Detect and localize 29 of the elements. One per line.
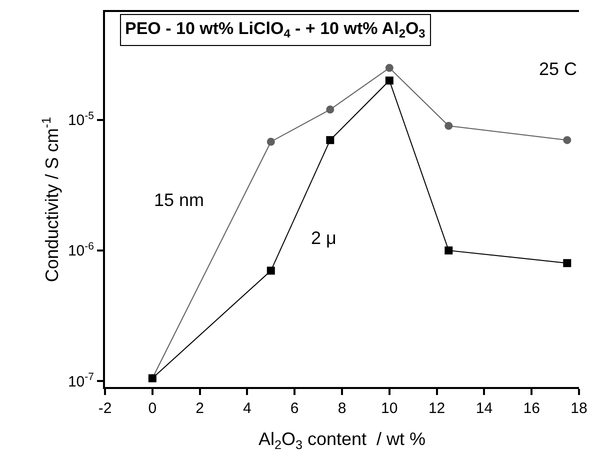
x-tick-label: 14 <box>476 400 493 417</box>
text: PEO - 10 wt% LiClO$_{4}$ - + 10 wt% Al$_{2}$O$_{3}$ <box>125 19 426 41</box>
x-tick-label: 10 <box>381 400 398 417</box>
x-tick-label: 0 <box>148 400 157 417</box>
x-tick-label: 8 <box>338 400 346 417</box>
point <box>266 138 275 146</box>
x-tick-label: 2 <box>196 400 204 417</box>
point <box>385 64 394 72</box>
point <box>563 136 572 144</box>
point <box>326 136 334 144</box>
point <box>444 122 453 130</box>
annotation: 2 μ <box>311 228 336 248</box>
x-tick-label: 12 <box>428 400 446 417</box>
x-axis-title: Al$_{2}$O$_{3}$ content / wt % <box>258 429 426 452</box>
point <box>444 246 453 254</box>
point <box>266 266 275 275</box>
x-tick-label: 4 <box>243 400 252 417</box>
annotation: 15 nm <box>154 190 204 210</box>
y-tick-label: 10$^{-6}$ <box>68 240 94 260</box>
x-tick-label: 16 <box>523 400 540 417</box>
y-tick-label: 10$^{-5}$ <box>68 110 94 130</box>
point <box>385 76 394 85</box>
y-tick-label: 10$^{-7}$ <box>68 370 94 390</box>
x-tick-label: 6 <box>290 400 299 417</box>
x-tick-label: 18 <box>570 400 588 417</box>
point <box>563 259 572 268</box>
point <box>326 106 334 114</box>
annotation: 25 C <box>539 59 578 79</box>
x-tick-label: -2 <box>98 400 112 417</box>
